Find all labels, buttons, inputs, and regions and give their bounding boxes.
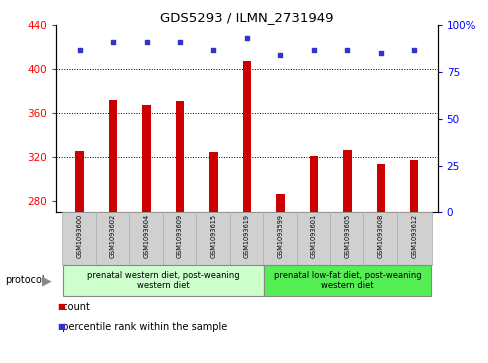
Point (209, 47, 217, 53)
Text: ■: ■ (57, 302, 65, 311)
Point (309, 47, 317, 53)
Point (376, 50, 384, 56)
Text: GSM1093605: GSM1093605 (344, 214, 349, 258)
Point (243, 36, 250, 41)
Bar (176, 101, 184, 212)
Point (343, 47, 350, 53)
Text: GSM1093608: GSM1093608 (377, 214, 383, 258)
Text: GSM1093609: GSM1093609 (177, 214, 183, 258)
Bar (142, 105, 150, 212)
Text: GSM1093612: GSM1093612 (410, 214, 416, 258)
Bar (276, 194, 284, 212)
Text: GSM1093619: GSM1093619 (244, 214, 249, 258)
Bar (75, 151, 83, 212)
Text: percentile rank within the sample: percentile rank within the sample (56, 322, 227, 332)
Text: GSM1093601: GSM1093601 (310, 214, 316, 258)
Point (176, 39, 183, 45)
Text: ▶: ▶ (41, 274, 51, 287)
Text: GSM1093602: GSM1093602 (110, 214, 116, 258)
Text: prenatal western diet, post-weaning
western diet: prenatal western diet, post-weaning west… (87, 271, 239, 290)
Text: GSM1093599: GSM1093599 (277, 214, 283, 258)
Text: count: count (56, 302, 90, 312)
Point (142, 39, 150, 45)
Text: GSM1093615: GSM1093615 (210, 214, 216, 258)
Text: prenatal low-fat diet, post-weaning
western diet: prenatal low-fat diet, post-weaning west… (273, 271, 420, 290)
Text: GSM1093604: GSM1093604 (143, 214, 149, 258)
Text: ■: ■ (57, 322, 65, 331)
Bar (309, 156, 317, 212)
Point (76, 47, 83, 53)
Title: GDS5293 / ILMN_2731949: GDS5293 / ILMN_2731949 (160, 11, 333, 24)
Bar (242, 61, 251, 212)
Point (409, 47, 417, 53)
Bar (343, 150, 351, 212)
Bar (109, 100, 117, 212)
Point (276, 52, 284, 58)
Text: GSM1093600: GSM1093600 (77, 214, 82, 258)
Bar (209, 152, 217, 212)
Bar (409, 160, 418, 212)
Point (109, 39, 117, 45)
Bar (376, 164, 384, 212)
Text: protocol: protocol (5, 276, 44, 285)
